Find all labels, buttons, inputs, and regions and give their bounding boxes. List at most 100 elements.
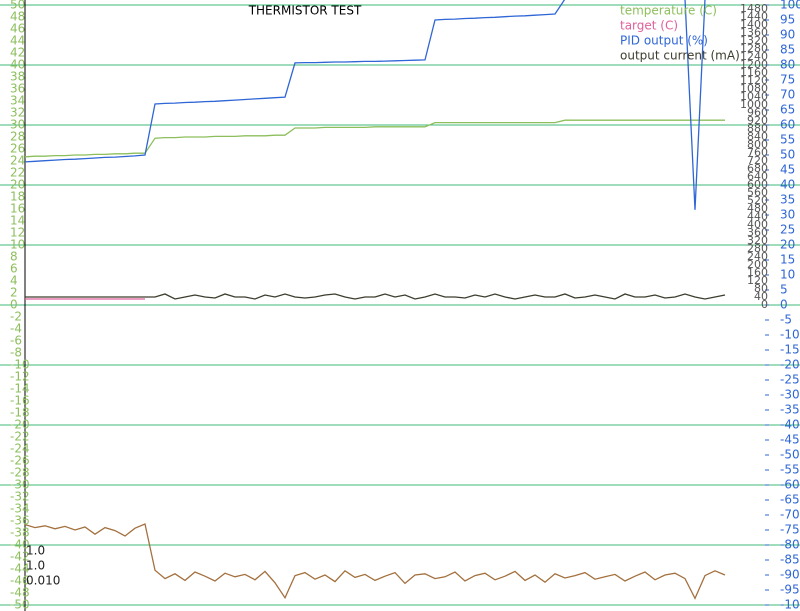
legend-entry: PID output (%) <box>620 34 708 48</box>
y-tick-label: -10 <box>10 358 30 372</box>
y2-tick-label: -90 <box>780 568 800 582</box>
y2-tick-label: 20 <box>780 238 795 252</box>
y-tick-label: -16 <box>10 394 30 408</box>
y3-tick-label: 720 <box>747 154 768 167</box>
y2-tick-label: 85 <box>780 43 795 57</box>
series-line <box>25 119 725 158</box>
y2-tick-label: 0 <box>780 298 788 312</box>
y3-tick-label: 160 <box>747 266 768 279</box>
y-tick-label: 50 <box>10 0 25 12</box>
chart-title: THERMISTOR TEST <box>248 4 362 18</box>
y-tick-label: 26 <box>10 142 25 156</box>
y-tick-label: -20 <box>10 418 30 432</box>
y-tick-label: 46 <box>10 22 25 36</box>
y-tick-label: -50 <box>10 598 30 611</box>
y-tick-label: 14 <box>10 214 25 228</box>
y3-tick-label: 840 <box>747 130 768 143</box>
y3-tick-label: 240 <box>747 250 768 263</box>
y3-tick-label: 960 <box>747 106 768 119</box>
series-layer <box>25 0 726 600</box>
y3-tick-label: 880 <box>747 122 768 135</box>
y-tick-label: -36 <box>10 514 30 528</box>
y-tick-label: -22 <box>10 430 30 444</box>
y2-tick-label: 90 <box>780 28 795 42</box>
y3-tick-label: 640 <box>747 170 768 183</box>
y-tick-label: -32 <box>10 490 30 504</box>
y2-tick-label: -5 <box>780 313 792 327</box>
y2-tick-label: 10 <box>780 268 795 282</box>
y-tick-label: -2 <box>10 310 22 324</box>
y-tick-label: 36 <box>10 82 25 96</box>
y3-tick-label: 1000 <box>740 98 768 111</box>
y2-tick-label: -75 <box>780 523 800 537</box>
y-tick-label: 4 <box>10 274 18 288</box>
y2-tick-label: 5 <box>780 283 788 297</box>
series-line <box>25 0 706 210</box>
y2-tick-label: -100 <box>780 598 800 611</box>
y2-tick-label: -35 <box>780 403 800 417</box>
y3-tick-label: 1200 <box>740 58 768 71</box>
y-tick-label: -26 <box>10 454 30 468</box>
y3-tick-label: 80 <box>754 282 768 295</box>
y2-tick-label: 30 <box>780 208 795 222</box>
y3-tick-label: 1120 <box>740 74 768 87</box>
series-line <box>25 293 726 300</box>
y2-tick-label: 95 <box>780 13 795 27</box>
y-tick-label: 28 <box>10 130 25 144</box>
y3-tick-label: 360 <box>747 226 768 239</box>
y2-tick-label: 60 <box>780 118 795 132</box>
y2-tick-label: 100 <box>780 0 800 12</box>
y2-tick-label: -20 <box>780 358 800 372</box>
y3-tick-label: 280 <box>747 242 768 255</box>
y-tick-label: 2 <box>10 286 18 300</box>
y2-tick-label: 70 <box>780 88 795 102</box>
y-tick-label: -18 <box>10 406 30 420</box>
y3-tick-label: 760 <box>747 146 768 159</box>
y-tick-label: 16 <box>10 202 25 216</box>
legend-entry: output current (mA) <box>620 49 740 63</box>
y2-tick-label: -15 <box>780 343 800 357</box>
y2-tick-label: 25 <box>780 223 795 237</box>
y-tick-label: -30 <box>10 478 30 492</box>
y3-tick-label: 560 <box>747 186 768 199</box>
y3-tick-label: 1080 <box>740 82 768 95</box>
annotation: 1.0 <box>26 559 45 573</box>
y2-tick-label: -50 <box>780 448 800 462</box>
y-tick-label: 30 <box>10 118 25 132</box>
series-line <box>25 523 726 600</box>
y3-tick-label: 1360 <box>740 26 768 39</box>
legend-entry: temperature (C) <box>620 4 717 18</box>
y2-tick-label: 45 <box>780 163 795 177</box>
y-tick-label: 8 <box>10 250 18 264</box>
y-tick-label: 0 <box>10 298 18 312</box>
annotation: 1.0 <box>26 544 45 558</box>
y3-tick-label: 920 <box>747 114 768 127</box>
y2-tick-label: -70 <box>780 508 800 522</box>
y3-tick-label: 0 <box>761 298 768 311</box>
y-tick-label: 32 <box>10 106 25 120</box>
y2-tick-label: 75 <box>780 73 795 87</box>
y-tick-label: -38 <box>10 526 30 540</box>
y3-tick-label: 520 <box>747 194 768 207</box>
y-tick-label: 38 <box>10 70 25 84</box>
labels: 5048464442403836343230282624222018161412… <box>10 0 800 611</box>
y3-tick-label: 120 <box>747 274 768 287</box>
y-tick-label: 44 <box>10 34 25 48</box>
y2-tick-label: -10 <box>780 328 800 342</box>
y-tick-label: 18 <box>10 190 25 204</box>
y-tick-label: 12 <box>10 226 25 240</box>
y2-tick-label: 50 <box>780 148 795 162</box>
y-tick-label: -46 <box>10 574 30 588</box>
y-tick-label: -12 <box>10 370 30 384</box>
y3-tick-label: 480 <box>747 202 768 215</box>
y-tick-label: -48 <box>10 586 30 600</box>
y-tick-label: -40 <box>10 538 30 552</box>
y-tick-label: -42 <box>10 550 30 564</box>
y3-tick-label: 1440 <box>740 10 768 23</box>
y2-tick-label: 40 <box>780 178 795 192</box>
y-tick-label: 22 <box>10 166 25 180</box>
grid <box>0 4 800 606</box>
y3-tick-label: 400 <box>747 218 768 231</box>
